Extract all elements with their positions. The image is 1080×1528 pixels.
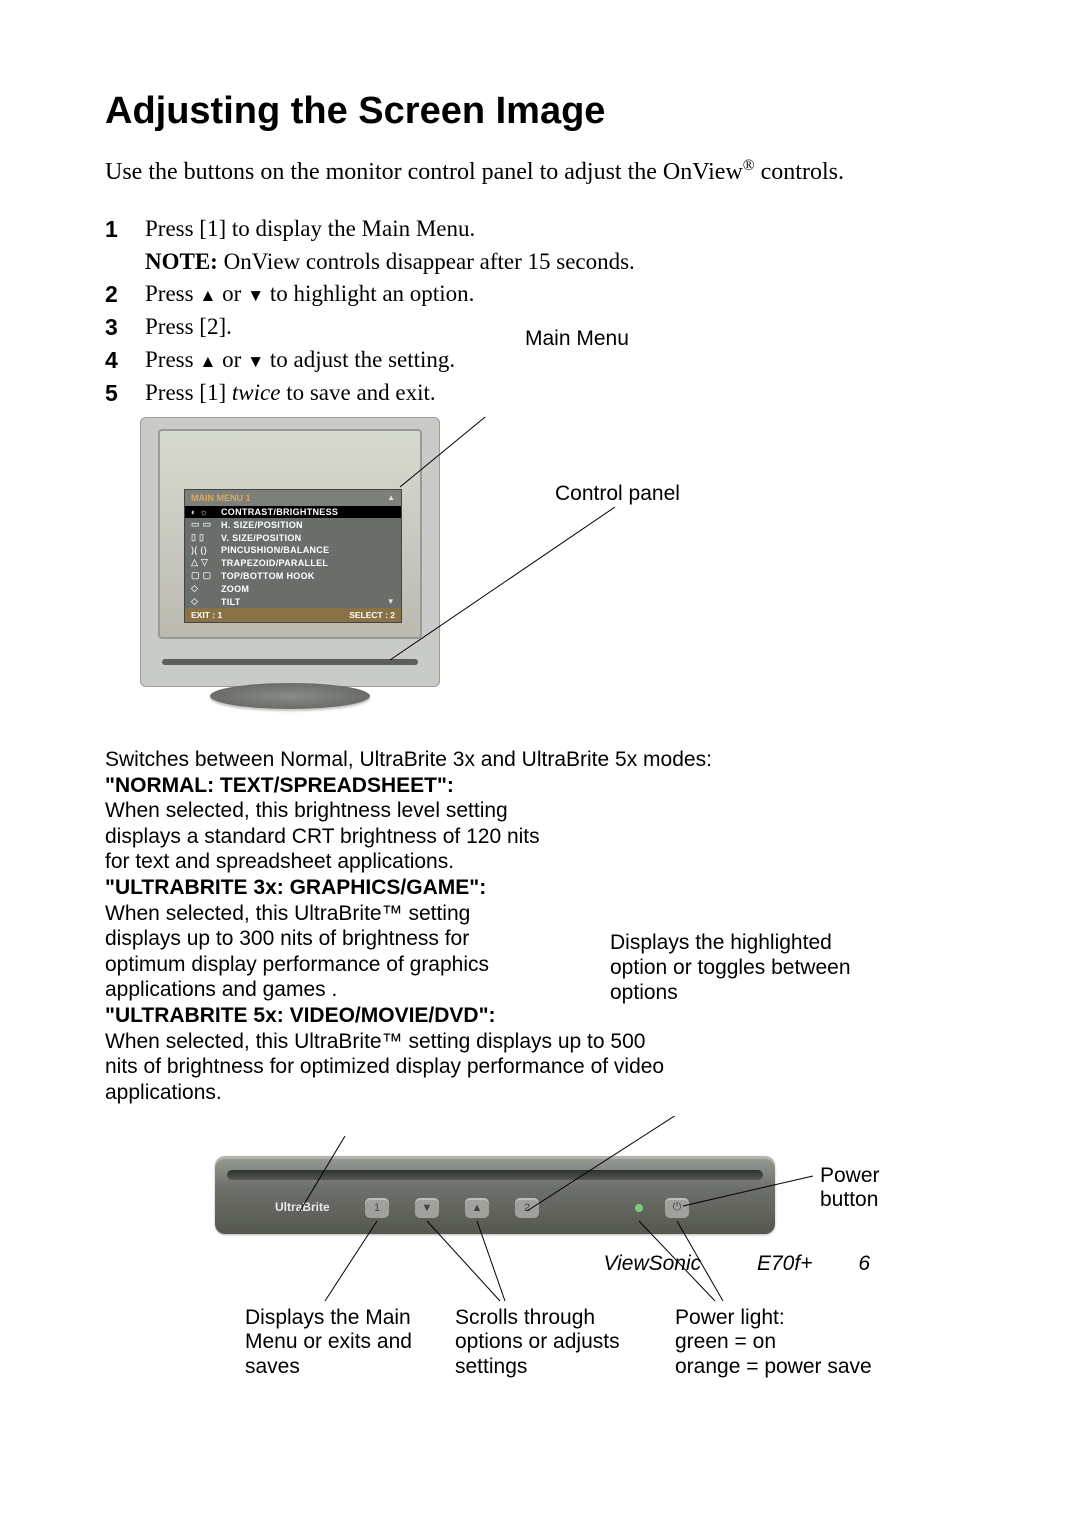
ultrabrite-label: UltraBrite [275, 1200, 330, 1214]
callout-power-button: Power button [820, 1164, 880, 1214]
monitor-controls-slot [162, 659, 418, 665]
down-triangle-icon: ▼ [247, 352, 264, 371]
step-text: Press ▲ or ▼ to adjust the setting. [145, 347, 975, 374]
step-text: Press ▲ or ▼ to highlight an option. [145, 281, 975, 308]
osd-item: ▯ ▯V. SIZE/POSITION [185, 531, 401, 544]
page-footer: ViewSonic E70f+ 6 [0, 1252, 1080, 1276]
note-body: OnView controls disappear after 15 secon… [218, 249, 635, 274]
monitor-figure: MAIN MENU 1 ▲ ◐ ☼CONTRAST/BRIGHTNESS ▭ ▭… [140, 417, 975, 747]
mode-3x-body: When selected, this UltraBrite™ setting … [105, 901, 545, 1003]
monitor-base [210, 683, 370, 709]
osd-item-selected: ◐ ☼CONTRAST/BRIGHTNESS [185, 506, 401, 518]
osd-items: ◐ ☼CONTRAST/BRIGHTNESS ▭ ▭H. SIZE/POSITI… [185, 506, 401, 608]
callout-control-panel: Control panel [555, 482, 680, 506]
step-number: 1 [105, 216, 145, 243]
intro-text: Use the buttons on the monitor control p… [105, 157, 975, 186]
step-number: 4 [105, 347, 145, 374]
mode-5x-heading: "ULTRABRITE 5x: VIDEO/MOVIE/DVD": [105, 1003, 975, 1029]
step-4: 4 Press ▲ or ▼ to adjust the setting. [105, 347, 975, 374]
callout-displays-highlighted: Displays the highlighted option or toggl… [610, 930, 870, 1006]
step-2: 2 Press ▲ or ▼ to highlight an option. [105, 281, 975, 308]
osd-menu: MAIN MENU 1 ▲ ◐ ☼CONTRAST/BRIGHTNESS ▭ ▭… [184, 489, 402, 623]
zoom-icon: ◇ [191, 583, 221, 594]
up-triangle-icon: ▲ [199, 352, 216, 371]
control-panel-strip: UltraBrite 1 ▼ ▲ 2 ⏻ [215, 1156, 775, 1234]
step-number: 5 [105, 380, 145, 407]
step-number: 2 [105, 281, 145, 308]
mode-3x-heading: "ULTRABRITE 3x: GRAPHICS/GAME": [105, 875, 975, 901]
mode-5x-body: When selected, this UltraBrite™ setting … [105, 1029, 665, 1106]
step-number: 3 [105, 314, 145, 341]
mode-normal-body: When selected, this brightness level set… [105, 798, 565, 875]
button-up[interactable]: ▲ [465, 1198, 489, 1218]
step-text: NOTE: OnView controls disappear after 15… [145, 249, 975, 275]
button-down[interactable]: ▼ [415, 1198, 439, 1218]
vsize-icon: ▯ ▯ [191, 532, 221, 543]
osd-select: SELECT : 2 [349, 610, 395, 620]
step-text: Press [1] twice to save and exit. [145, 380, 975, 407]
modes-lead: Switches between Normal, UltraBrite 3x a… [105, 747, 975, 773]
registered-mark: ® [743, 157, 755, 174]
osd-item: ▢ ▢TOP/BOTTOM HOOK [185, 569, 401, 582]
tilt-icon: ◇ [191, 596, 221, 607]
osd-item: ▭ ▭H. SIZE/POSITION [185, 518, 401, 531]
pincushion-icon: )( () [191, 545, 221, 555]
callout-power-light: Power light: green = on orange = power s… [675, 1306, 905, 1380]
callout-main-menu-exit: Displays the Main Menu or exits and save… [245, 1306, 440, 1380]
osd-item: ◇TILT▼ [185, 595, 401, 608]
down-triangle-icon: ▼ [247, 286, 264, 305]
footer-page: 6 [858, 1252, 870, 1275]
up-triangle-icon: ▲ [199, 286, 216, 305]
osd-exit: EXIT : 1 [191, 610, 222, 620]
hook-icon: ▢ ▢ [191, 570, 221, 581]
callout-scroll: Scrolls through options or adjusts setti… [455, 1306, 645, 1380]
callout-main-menu: Main Menu [525, 327, 629, 351]
step-text: Press [1] to display the Main Menu. [145, 216, 975, 243]
osd-item: ◇ZOOM [185, 582, 401, 595]
hsize-icon: ▭ ▭ [191, 519, 221, 530]
power-button[interactable]: ⏻ [665, 1198, 689, 1218]
osd-footer: EXIT : 1 SELECT : 2 [185, 608, 401, 622]
button-2[interactable]: 2 [515, 1198, 539, 1218]
up-triangle-icon: ▲ [387, 493, 395, 503]
down-triangle-icon: ▼ [387, 597, 395, 606]
control-panel-figure: UltraBrite 1 ▼ ▲ 2 ⏻ Power button Displa [215, 1116, 855, 1376]
intro-pre: Use the buttons on the monitor control p… [105, 159, 743, 185]
monitor-screen: MAIN MENU 1 ▲ ◐ ☼CONTRAST/BRIGHTNESS ▭ ▭… [158, 429, 422, 639]
modes-description: Switches between Normal, UltraBrite 3x a… [105, 747, 975, 1106]
step-note: NOTE: OnView controls disappear after 15… [105, 249, 975, 275]
note-label: NOTE: [145, 249, 218, 274]
footer-brand: ViewSonic [603, 1252, 701, 1275]
steps-list: 1 Press [1] to display the Main Menu. NO… [105, 216, 975, 407]
osd-header: MAIN MENU 1 ▲ [185, 490, 401, 506]
osd-item: )( ()PINCUSHION/BALANCE [185, 544, 401, 556]
button-1[interactable]: 1 [365, 1198, 389, 1218]
panel-groove [227, 1170, 763, 1180]
intro-post: controls. [755, 159, 844, 185]
page-title: Adjusting the Screen Image [105, 90, 975, 133]
contrast-icon: ◐ ☼ [191, 507, 221, 517]
monitor-body: MAIN MENU 1 ▲ ◐ ☼CONTRAST/BRIGHTNESS ▭ ▭… [140, 417, 440, 687]
osd-item: △ ▽TRAPEZOID/PARALLEL [185, 556, 401, 569]
step-5: 5 Press [1] twice to save and exit. [105, 380, 975, 407]
footer-model: E70f+ [757, 1252, 812, 1275]
step-1: 1 Press [1] to display the Main Menu. [105, 216, 975, 243]
power-led [635, 1204, 643, 1212]
step-number [105, 249, 145, 275]
mode-normal-heading: "NORMAL: TEXT/SPREADSHEET": [105, 773, 975, 799]
osd-title: MAIN MENU 1 [191, 493, 251, 503]
trapezoid-icon: △ ▽ [191, 557, 221, 568]
